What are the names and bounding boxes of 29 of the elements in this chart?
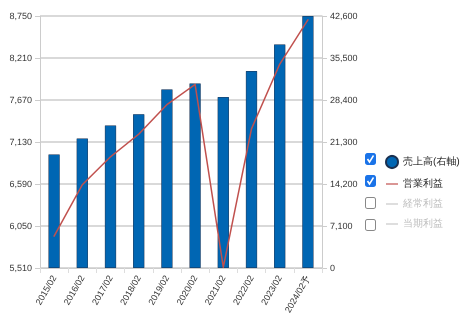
legend-label: 営業利益 bbox=[403, 178, 443, 190]
bar bbox=[189, 83, 201, 268]
y2-tick-label: 21,300 bbox=[330, 137, 358, 147]
legend-label: 経常利益 bbox=[402, 198, 443, 210]
y-tick-label: 7,130 bbox=[9, 137, 32, 147]
bar bbox=[161, 89, 173, 268]
y-tick-label: 5,510 bbox=[9, 263, 32, 273]
y2-tick-label: 14,200 bbox=[330, 179, 358, 189]
bar bbox=[76, 138, 88, 268]
y-tick-label: 6,050 bbox=[9, 221, 32, 231]
bar bbox=[302, 16, 314, 268]
y-tick-label: 8,210 bbox=[9, 53, 32, 63]
line-series bbox=[53, 19, 309, 268]
bar bbox=[48, 154, 60, 268]
y-tick-label: 6,590 bbox=[9, 179, 32, 189]
bar bbox=[274, 44, 286, 268]
y2-tick-label: 0 bbox=[330, 263, 336, 273]
legend-label: 売上高(右軸) bbox=[403, 156, 460, 168]
y2-tick-label: 28,400 bbox=[330, 95, 358, 105]
legend-label: 当期利益 bbox=[403, 218, 443, 230]
y-tick-label: 8,750 bbox=[9, 11, 32, 21]
y-tick-label: 7,670 bbox=[9, 95, 32, 105]
bar bbox=[218, 97, 229, 268]
y2-tick-label: 42,600 bbox=[330, 11, 358, 21]
bar bbox=[133, 114, 144, 268]
y2-tick-label: 35,500 bbox=[330, 53, 358, 63]
bar bbox=[104, 125, 116, 268]
bar bbox=[246, 71, 258, 268]
y2-tick-label: 7,100 bbox=[330, 221, 353, 231]
